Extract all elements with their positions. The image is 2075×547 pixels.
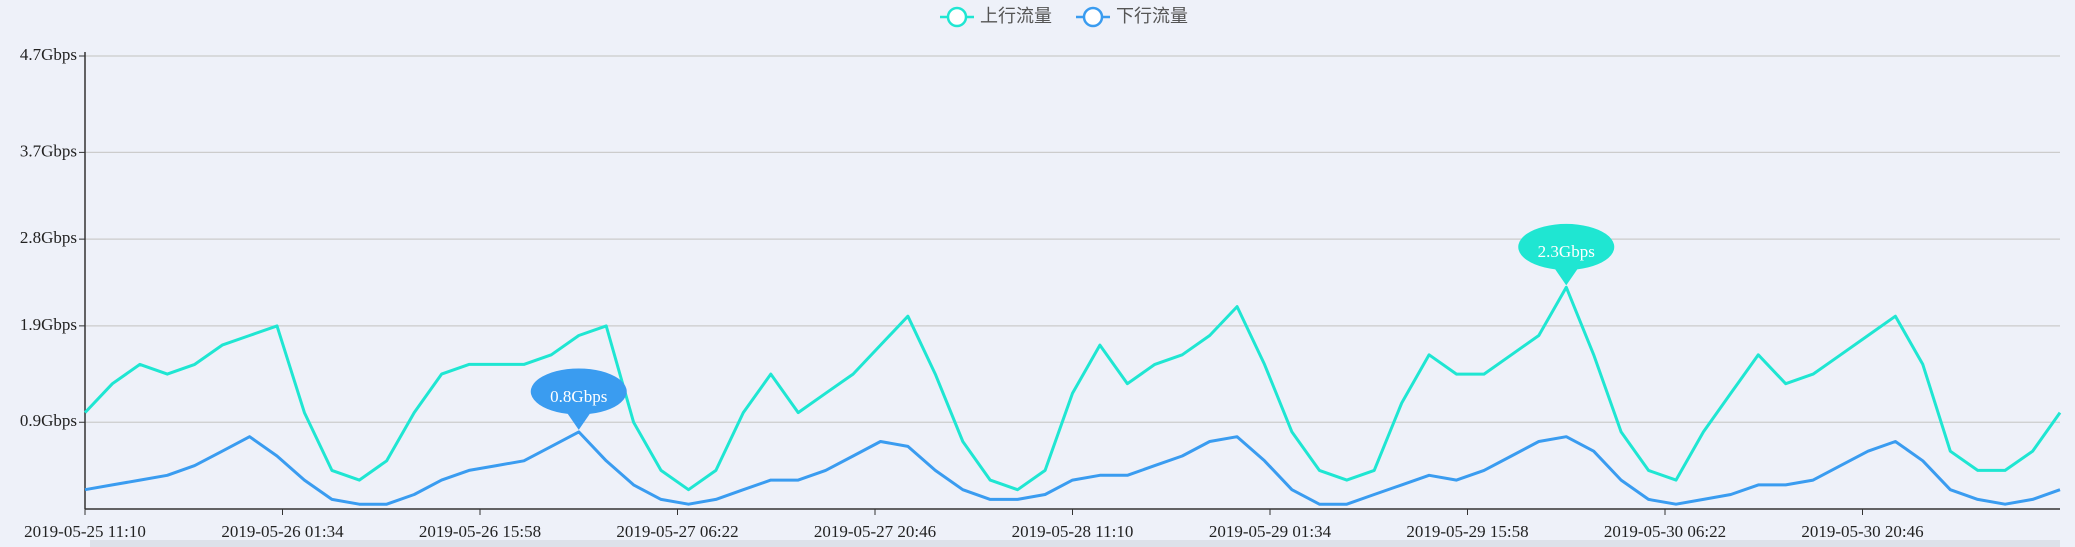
x-tick-label: 2019-05-30 06:22	[1604, 522, 1726, 541]
legend-label: 下行流量	[1116, 6, 1188, 27]
x-tick-label: 2019-05-28 11:10	[1012, 522, 1134, 541]
y-tick-label: 3.7Gbps	[20, 141, 77, 160]
x-tick-label: 2019-05-29 15:58	[1406, 522, 1528, 541]
x-tick-label: 2019-05-26 01:34	[221, 522, 344, 541]
scrollbar	[90, 540, 2060, 547]
y-tick-label: 1.9Gbps	[20, 315, 77, 334]
y-tick-label: 0.9Gbps	[20, 411, 77, 430]
legend-icon	[1082, 6, 1104, 28]
data-line	[84, 430, 2061, 506]
x-tick-label: 2019-05-27 06:22	[616, 522, 738, 541]
x-tick-label: 2019-05-25 11:10	[24, 522, 146, 541]
y-tick-label: 4.7Gbps	[20, 45, 77, 64]
peak-label: 0.8Gbps	[550, 387, 607, 406]
x-tick-label: 2019-05-29 01:34	[1209, 522, 1332, 541]
x-tick-label: 2019-05-30 20:46	[1801, 522, 1923, 541]
data-line	[83, 285, 2062, 492]
legend-label: 上行流量	[980, 6, 1052, 27]
x-tick-label: 2019-05-26 15:58	[419, 522, 541, 541]
peak-marker	[530, 368, 627, 430]
x-tick-label: 2019-05-27 20:46	[814, 522, 936, 541]
peak-label: 2.3Gbps	[1538, 242, 1595, 261]
peak-marker	[1518, 223, 1615, 286]
legend-icon	[946, 6, 968, 28]
legend: 上行流量 下行流量	[940, 6, 1188, 28]
y-tick-label: 2.8Gbps	[20, 228, 77, 247]
